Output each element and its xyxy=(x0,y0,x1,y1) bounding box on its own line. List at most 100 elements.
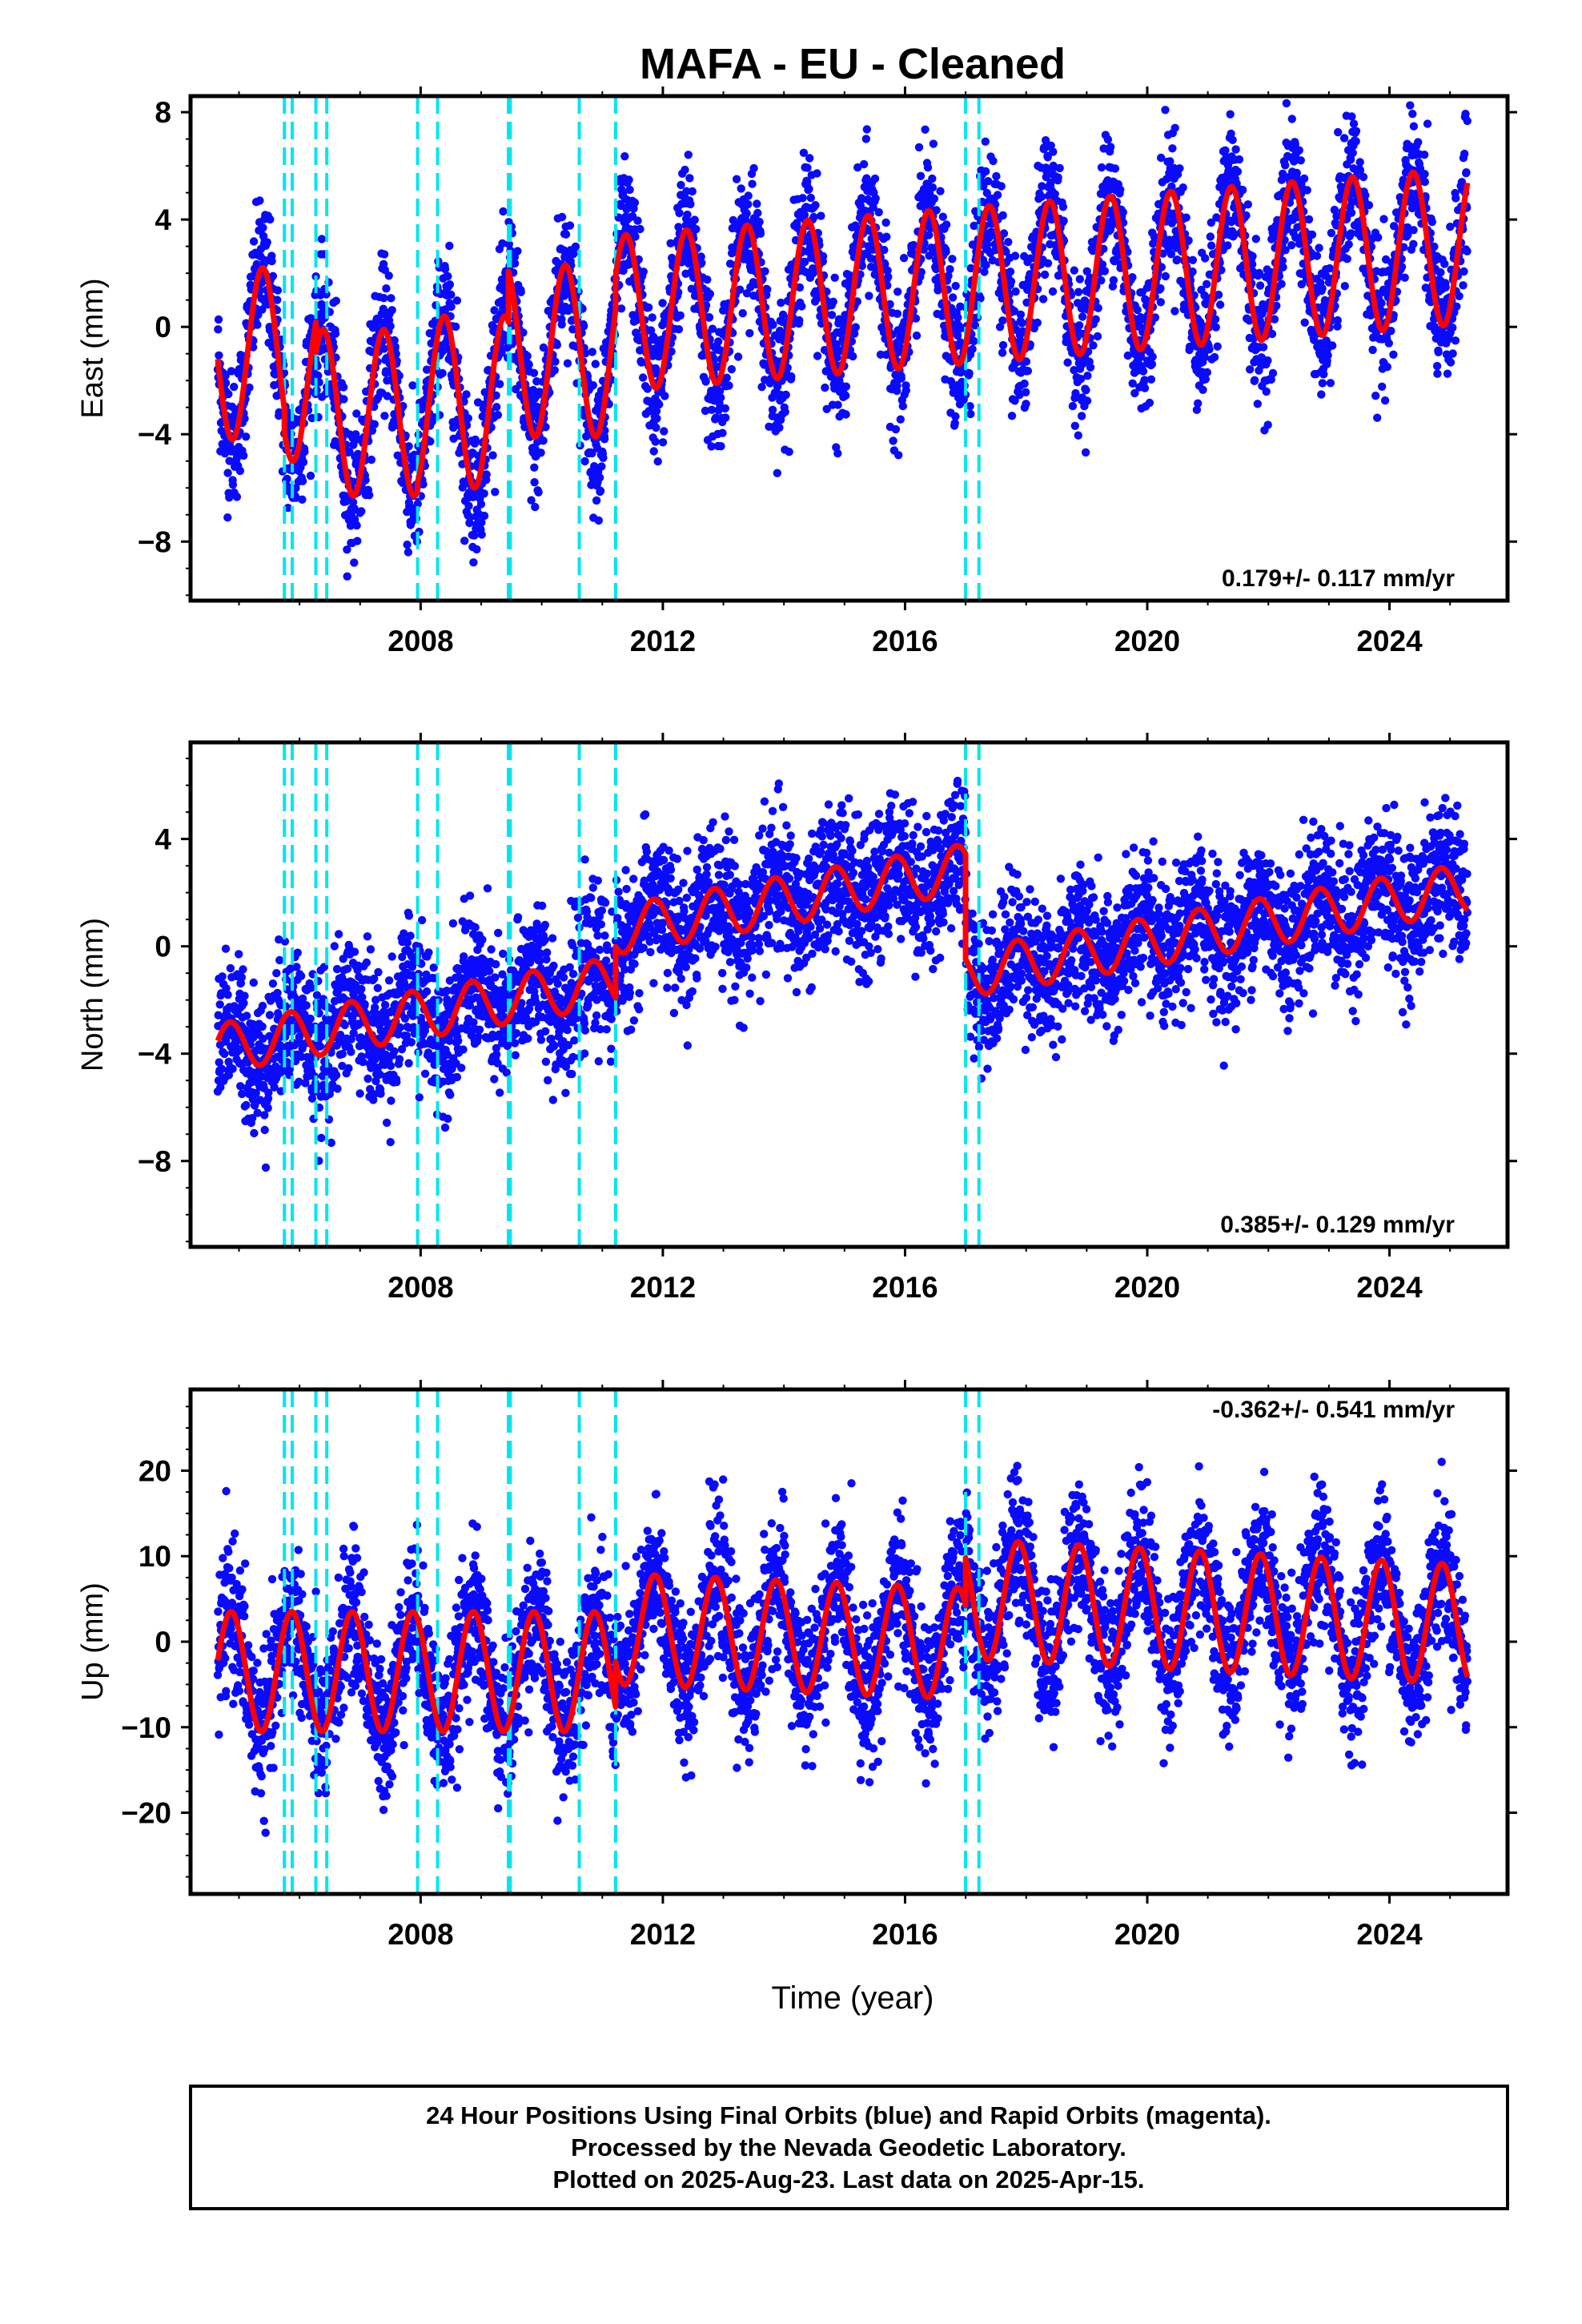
data-point xyxy=(557,320,566,329)
data-point xyxy=(646,326,656,335)
data-point xyxy=(1317,390,1326,399)
data-point xyxy=(221,944,231,953)
data-point xyxy=(1307,230,1317,239)
data-point xyxy=(1299,174,1309,183)
data-point xyxy=(1161,106,1170,115)
data-point xyxy=(1409,226,1418,235)
data-point xyxy=(1251,235,1261,243)
data-point xyxy=(1423,119,1432,128)
data-point xyxy=(1170,307,1179,316)
data-point xyxy=(954,313,962,322)
data-point xyxy=(1161,271,1170,281)
data-point xyxy=(1267,329,1277,339)
data-point xyxy=(658,299,667,308)
data-point xyxy=(367,455,376,464)
data-point xyxy=(300,447,309,456)
data-point xyxy=(1463,247,1472,255)
data-point xyxy=(523,352,532,360)
data-point xyxy=(841,382,851,391)
data-point xyxy=(763,285,772,294)
data-point xyxy=(1156,283,1165,293)
data-point xyxy=(426,437,435,446)
data-point xyxy=(382,284,391,293)
data-point xyxy=(799,148,809,157)
data-point xyxy=(1199,385,1207,394)
data-point xyxy=(513,247,522,255)
data-point xyxy=(630,198,640,207)
data-point xyxy=(896,415,905,424)
data-point xyxy=(761,267,769,275)
data-point xyxy=(818,251,828,261)
data-point xyxy=(944,271,953,280)
data-point xyxy=(705,313,714,322)
data-point xyxy=(403,541,412,549)
data-point xyxy=(261,1163,271,1172)
data-point xyxy=(1246,365,1255,374)
data-point xyxy=(995,323,1005,332)
data-point xyxy=(496,380,504,388)
data-point xyxy=(773,468,781,477)
data-point xyxy=(1097,276,1106,285)
data-point xyxy=(1040,270,1050,279)
data-point xyxy=(1315,243,1323,252)
data-point xyxy=(1210,352,1219,362)
data-point xyxy=(857,261,867,271)
data-point xyxy=(232,454,241,463)
data-point xyxy=(1068,401,1078,411)
data-point xyxy=(998,316,1007,325)
data-point xyxy=(1347,208,1356,217)
data-point xyxy=(557,212,567,222)
data-point xyxy=(419,480,428,489)
data-point xyxy=(1326,379,1335,388)
data-point xyxy=(955,324,964,333)
data-point xyxy=(1334,127,1343,137)
data-point xyxy=(649,447,658,456)
data-point xyxy=(383,392,391,400)
data-point xyxy=(524,360,533,369)
data-point xyxy=(965,368,974,378)
data-point xyxy=(1146,375,1156,384)
data-point xyxy=(1046,141,1055,150)
data-point xyxy=(925,231,934,239)
data-point xyxy=(1128,273,1137,282)
data-point xyxy=(384,271,393,280)
data-point xyxy=(714,405,724,414)
data-point xyxy=(260,1111,269,1120)
data-point xyxy=(600,435,609,444)
data-point xyxy=(350,558,359,567)
data-point xyxy=(981,137,990,146)
data-point xyxy=(482,470,491,479)
data-point xyxy=(1194,399,1203,408)
data-point xyxy=(989,156,998,166)
data-point xyxy=(703,275,712,284)
data-point xyxy=(580,456,589,466)
data-point xyxy=(383,376,391,385)
data-point xyxy=(1071,388,1080,398)
data-point xyxy=(379,344,388,353)
data-point xyxy=(1318,284,1327,293)
data-point xyxy=(1004,238,1013,247)
data-point xyxy=(684,259,693,268)
data-point xyxy=(805,154,814,163)
data-point xyxy=(559,246,568,255)
data-point xyxy=(970,321,980,330)
data-point xyxy=(1091,315,1100,324)
data-point xyxy=(1023,367,1033,376)
data-point xyxy=(1343,255,1352,263)
data-point xyxy=(1059,216,1068,225)
data-point xyxy=(891,424,901,434)
data-point xyxy=(755,217,764,227)
data-point xyxy=(1070,421,1080,430)
data-point xyxy=(1100,267,1110,275)
data-point xyxy=(1086,363,1095,372)
data-point xyxy=(588,348,596,356)
data-point xyxy=(1446,358,1456,367)
data-point xyxy=(1097,163,1106,172)
data-point xyxy=(493,411,503,420)
data-point xyxy=(380,412,389,420)
data-point xyxy=(1377,299,1386,308)
data-point xyxy=(1075,275,1085,283)
data-point xyxy=(798,194,807,203)
data-point xyxy=(773,382,782,391)
data-point xyxy=(785,448,793,456)
